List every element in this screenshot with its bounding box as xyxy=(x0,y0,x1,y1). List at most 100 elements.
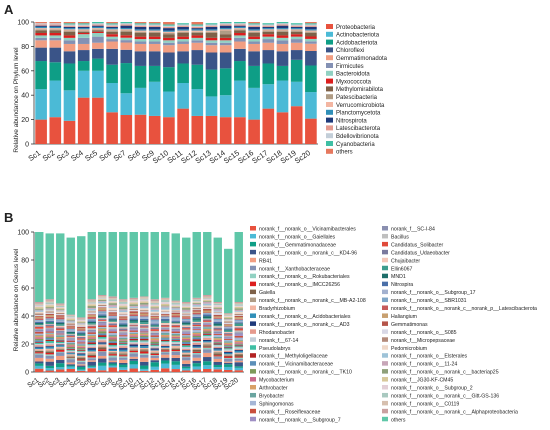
bar-segment xyxy=(224,316,233,319)
bar-segment xyxy=(66,368,75,372)
bar-segment xyxy=(150,309,159,312)
bar-segment xyxy=(129,325,138,327)
bar-segment xyxy=(192,310,201,312)
bar-segment xyxy=(129,341,138,344)
bar-segment xyxy=(213,302,222,304)
bar-segment xyxy=(106,41,118,49)
bar-segment xyxy=(119,314,128,317)
bar-segment xyxy=(35,357,44,362)
bar-segment xyxy=(234,303,243,305)
bar-segment xyxy=(248,41,260,44)
bar-segment xyxy=(106,28,118,30)
bar-segment xyxy=(150,329,159,331)
bar-segment xyxy=(213,345,222,347)
legend-label: norank_f__norank_o__IMCC26256 xyxy=(259,282,340,288)
bar-segment xyxy=(161,300,170,303)
bar-segment xyxy=(150,327,159,330)
bar-segment xyxy=(66,337,75,339)
bar-segment xyxy=(119,351,128,353)
bar-segment xyxy=(213,321,222,324)
bar-segment xyxy=(140,357,149,362)
bar-segment xyxy=(171,312,180,315)
bar-segment xyxy=(134,29,147,31)
bar-segment xyxy=(213,349,222,351)
bar-segment xyxy=(140,340,149,342)
legend-swatch xyxy=(250,321,256,326)
bar-segment xyxy=(140,306,149,309)
bar-segment xyxy=(56,327,65,329)
bar-segment xyxy=(205,24,218,26)
bar-segment xyxy=(129,324,138,326)
bar-segment xyxy=(45,307,54,309)
bar-segment xyxy=(108,367,117,372)
bar-segment xyxy=(98,338,107,341)
bar-segment xyxy=(35,315,44,316)
legend-label: norank_f__norank_o__Subgroup_7 xyxy=(259,417,341,423)
bar-segment xyxy=(106,31,118,35)
bar-segment xyxy=(134,41,147,44)
bar-segment xyxy=(305,41,317,44)
bar-segment xyxy=(108,329,117,330)
bar-segment xyxy=(120,63,133,94)
bar-segment xyxy=(224,354,233,356)
bar-segment xyxy=(305,38,317,42)
legend-swatch xyxy=(250,297,256,303)
bar-segment xyxy=(140,365,149,369)
bar-segment xyxy=(129,344,138,347)
legend-swatch xyxy=(382,337,388,342)
bar-segment xyxy=(213,353,222,356)
bar-segment xyxy=(148,65,161,82)
legend-label: norank_f__Vicinamibacteraceae xyxy=(259,362,333,368)
bar-segment xyxy=(234,340,243,343)
bar-segment xyxy=(56,319,65,321)
bar-segment xyxy=(77,31,90,33)
bar-segment xyxy=(161,315,170,317)
legend-label: norank_f__SC-I-84 xyxy=(391,227,435,233)
bar-segment xyxy=(224,337,233,339)
bar-segment xyxy=(248,26,260,30)
bar-segment xyxy=(177,51,189,64)
bar-segment xyxy=(171,361,180,365)
bar-segment xyxy=(77,364,86,366)
bar-segment xyxy=(150,316,159,319)
bar-segment xyxy=(224,338,233,340)
bar-segment xyxy=(161,363,170,369)
bar-segment xyxy=(108,309,117,311)
bar-segment xyxy=(129,330,138,332)
bar-segment xyxy=(87,318,96,320)
bar-segment xyxy=(35,340,44,343)
bar-segment xyxy=(148,81,161,116)
legend-swatch xyxy=(382,329,388,334)
bar-segment xyxy=(87,323,96,325)
bar-segment xyxy=(150,338,159,341)
bar-segment xyxy=(66,340,75,343)
bar-segment xyxy=(192,335,201,338)
bar-segment xyxy=(98,296,107,298)
legend-swatch xyxy=(382,345,388,350)
legend-swatch xyxy=(250,353,256,358)
bar-segment xyxy=(140,298,149,300)
bar-segment xyxy=(56,339,65,341)
bar-segment xyxy=(56,309,65,311)
bar-segment xyxy=(276,24,289,26)
bar-segment xyxy=(213,343,222,345)
bar-segment xyxy=(148,41,161,44)
bar-segment xyxy=(56,343,65,345)
bar-segment xyxy=(77,34,90,38)
bar-segment xyxy=(35,89,47,120)
bar-segment xyxy=(56,367,65,370)
bar-segment xyxy=(129,360,138,365)
bar-segment xyxy=(290,50,303,60)
bar-segment xyxy=(203,318,212,320)
bar-segment xyxy=(182,313,191,315)
legend-label: Latescibacterota xyxy=(336,126,381,132)
bar-segment xyxy=(119,305,128,308)
bar-segment xyxy=(205,31,218,33)
bar-segment xyxy=(87,368,96,372)
bar-segment xyxy=(87,353,96,355)
bar-segment xyxy=(98,343,107,345)
bar-segment xyxy=(56,332,65,334)
bar-segment xyxy=(182,332,191,335)
bar-segment xyxy=(119,320,128,322)
bar-segment xyxy=(213,348,222,350)
